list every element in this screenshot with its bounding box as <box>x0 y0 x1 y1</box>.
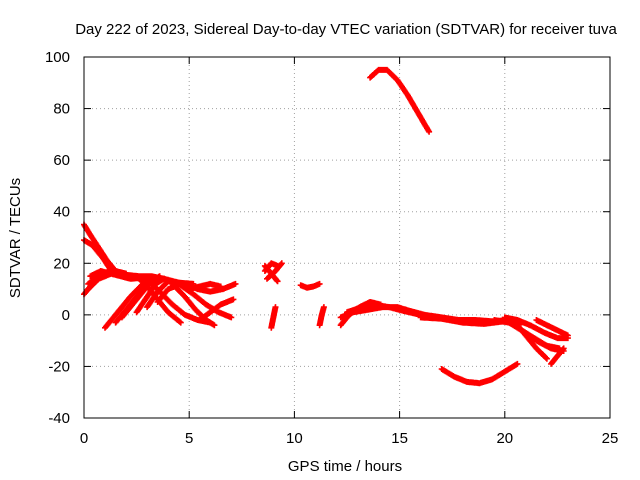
data-marker <box>133 273 184 326</box>
series-arc-13 <box>133 273 184 326</box>
y-tick-label: 40 <box>53 204 70 221</box>
y-tick-label: -20 <box>48 358 70 375</box>
series-arc-32 <box>533 317 571 339</box>
series-arc-31 <box>501 314 571 342</box>
x-tick-label: 0 <box>80 430 88 447</box>
data-marker <box>261 260 281 274</box>
data-marker <box>518 327 563 352</box>
y-tick-label: 20 <box>53 255 70 272</box>
plot-frame <box>83 56 611 419</box>
data-marker <box>438 360 521 387</box>
data-marker <box>81 221 119 274</box>
x-tick-label: 15 <box>391 430 408 447</box>
series-arc-34 <box>548 345 567 367</box>
series-arc-17 <box>196 296 237 323</box>
y-tick-label: 80 <box>53 101 70 118</box>
data-marker <box>85 270 130 293</box>
series-arc-35 <box>367 66 433 135</box>
y-tick-label: 0 <box>62 307 70 324</box>
x-tick-label: 20 <box>496 430 513 447</box>
series-arc-24 <box>297 280 323 291</box>
series-arc-1 <box>81 221 119 274</box>
data-marker <box>533 317 571 339</box>
data-marker <box>297 280 323 291</box>
data-marker <box>196 296 237 323</box>
series-arc-36 <box>438 360 521 387</box>
tick-labels: 0 5 10 15 20 25 -40 -20 0 20 40 60 80 100 <box>45 49 618 447</box>
y-tick-label: 100 <box>45 49 70 66</box>
data-marker <box>367 66 433 135</box>
axis-ticks <box>83 56 611 419</box>
y-tick-label: -40 <box>48 410 70 427</box>
series-arc-22 <box>261 260 281 274</box>
x-tick-label: 25 <box>602 430 619 447</box>
data-marker <box>268 304 279 331</box>
grid-lines <box>84 57 610 418</box>
x-tick-label: 5 <box>185 430 193 447</box>
series-arc-6 <box>85 270 130 293</box>
series-arc-23 <box>268 304 279 331</box>
series-arc-14 <box>144 275 214 326</box>
data-marker <box>548 345 567 367</box>
y-tick-label: 60 <box>53 152 70 169</box>
series-arc-25 <box>316 304 327 329</box>
data-marker <box>316 304 327 329</box>
x-tick-label: 10 <box>286 430 303 447</box>
series-arc-19 <box>186 280 224 293</box>
data-marker <box>186 280 224 293</box>
data-points <box>81 66 571 387</box>
data-marker <box>144 275 214 326</box>
series-arc-33 <box>518 327 563 352</box>
chart-title: Day 222 of 2023, Sidereal Day-to-day VTE… <box>75 21 617 38</box>
data-marker <box>501 314 571 342</box>
x-axis-label: GPS time / hours <box>288 458 402 475</box>
y-axis-label: SDTVAR / TECUs <box>7 178 24 298</box>
